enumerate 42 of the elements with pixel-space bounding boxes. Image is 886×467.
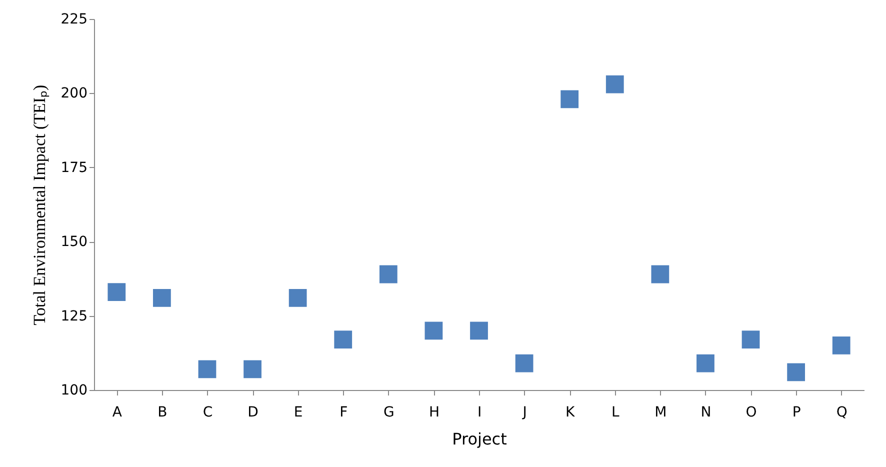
point (379, 265, 398, 284)
x-tick-label: M (654, 404, 667, 420)
x-tick-label: B (158, 404, 168, 420)
x-tick-label: L (611, 404, 620, 420)
x-tick-label: D (248, 404, 258, 420)
x-tick-label: H (428, 404, 440, 420)
point (696, 354, 714, 372)
x-tick-label: P (792, 404, 801, 420)
point (244, 360, 262, 378)
point (424, 322, 443, 340)
y-tick-label: 100 (60, 382, 88, 398)
y-tick-label: 200 (60, 86, 88, 102)
x-tick-label: Q (836, 404, 848, 420)
y-tick-label: 150 (60, 234, 88, 250)
point (787, 363, 806, 382)
point (470, 322, 488, 340)
point (152, 289, 171, 307)
x-tick-label: J (522, 404, 527, 420)
point (288, 289, 307, 307)
x-tick-label: I (477, 404, 482, 420)
x-axis-title: Project (452, 430, 507, 448)
x-tick-label: E (294, 404, 303, 420)
point (560, 90, 579, 108)
x-tick-label: C (202, 404, 213, 420)
point (334, 330, 352, 348)
x-tick-label: A (112, 404, 122, 420)
x-tick-label: O (746, 404, 757, 420)
point (651, 265, 670, 284)
y-tick-label: 225 (60, 12, 88, 28)
y-tick-label: 125 (60, 308, 88, 324)
y-axis-title: Total Environmental Impact (TEIₚ) (30, 84, 50, 326)
x-tick-label: N (700, 404, 712, 420)
x-tick-label: K (565, 404, 576, 420)
point (606, 75, 624, 94)
point (832, 336, 850, 354)
point (515, 354, 534, 372)
x-tick-label: F (340, 404, 348, 420)
point (198, 360, 216, 378)
point (108, 283, 126, 301)
point (742, 330, 760, 348)
x-tick-label: G (383, 404, 394, 420)
y-tick-label: 175 (60, 160, 88, 176)
